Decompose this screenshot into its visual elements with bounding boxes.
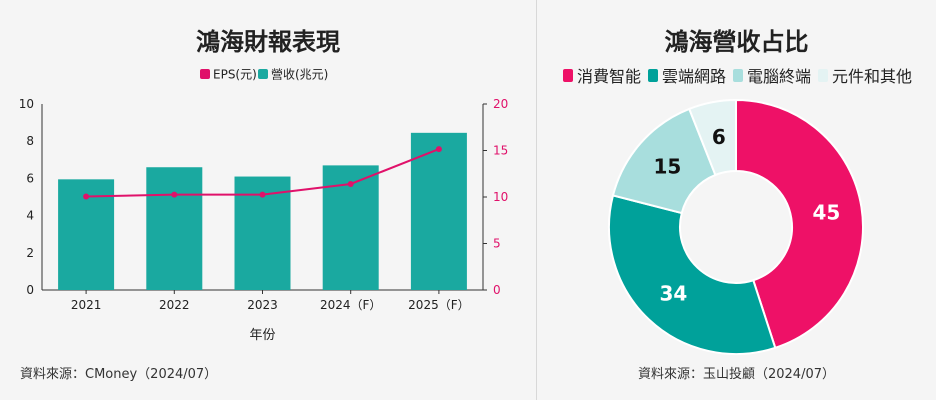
- legend-label-1: 營收(兆元): [271, 68, 328, 82]
- slice-雲端網路: [608, 194, 777, 355]
- combo-chart-title: 鴻海財報表現: [196, 28, 340, 56]
- legend-label-1: 雲端網路: [662, 67, 726, 86]
- slice-元件和其他: [687, 98, 737, 177]
- right-panel: 鴻海營收占比 消費智能 雲端網路 電腦終端 元件和其他 45 34 15 6 資料來源：玉山投…: [537, 0, 936, 400]
- legend-swatch-0: [200, 69, 210, 79]
- donut-chart: 消費智能 雲端網路 電腦終端 元件和其他 45 34 15 6: [563, 67, 912, 355]
- left-y-tick-label: 2: [26, 246, 34, 260]
- combo-chart-source: 資料來源：CMoney（2024/07）: [20, 367, 218, 382]
- x-tick-label: 2023: [247, 298, 278, 312]
- slice-消費智能: [735, 98, 864, 350]
- legend-swatch-3: [818, 69, 828, 82]
- slice-label-雲端網路: 34: [659, 282, 687, 306]
- right-y-tick-label: 5: [493, 237, 501, 251]
- legend-label-3: 元件和其他: [832, 67, 912, 86]
- right-y-tick-label: 20: [493, 97, 508, 111]
- x-axis-title: 年份: [249, 328, 275, 343]
- eps-point-2023: [259, 191, 266, 198]
- legend-label-2: 電腦終端: [747, 67, 811, 86]
- bar-2025（F）: [410, 132, 467, 290]
- x-tick-label: 2025（F）: [408, 298, 469, 312]
- panel-divider: [536, 0, 537, 400]
- slice-label-元件和其他: 6: [712, 125, 726, 149]
- x-tick-label: 2024（F）: [320, 298, 381, 312]
- legend-swatch-1: [648, 69, 658, 82]
- donut-chart-title: 鴻海營收占比: [664, 28, 809, 56]
- right-y-tick-label: 15: [493, 144, 508, 158]
- x-tick-label: 2022: [159, 298, 190, 312]
- donut-legend: 消費智能 雲端網路 電腦終端 元件和其他: [563, 67, 912, 86]
- left-y-tick-label: 4: [26, 209, 34, 223]
- eps-point-2022: [171, 191, 178, 198]
- left-y-tick-label: 6: [26, 171, 34, 185]
- combo-legend: EPS(元) 營收(兆元): [200, 68, 328, 82]
- left-y-tick-label: 10: [19, 97, 34, 111]
- legend-label-0: EPS(元): [213, 68, 257, 82]
- bar-2022: [146, 167, 203, 290]
- eps-point-2025（F）: [435, 146, 442, 153]
- right-y-tick-label: 10: [493, 190, 508, 204]
- eps-point-2024（F）: [347, 180, 354, 187]
- eps-point-2021: [83, 193, 90, 200]
- left-y-tick-label: 0: [26, 283, 34, 297]
- x-tick-label: 2021: [71, 298, 102, 312]
- legend-swatch-1: [258, 69, 268, 79]
- combo-chart: EPS(元) 營收(兆元) 0 2 4 6 8 10 0 5 10 15 20 2021 2022 2023 2…: [19, 68, 509, 344]
- left-panel: 鴻海財報表現 EPS(元) 營收(兆元) 0 2 4 6 8 10 0 5 10 15 20 2021 20…: [19, 28, 509, 382]
- donut-chart-source: 資料來源：玉山投顧（2024/07）: [637, 367, 835, 382]
- slice-label-消費智能: 45: [812, 201, 840, 225]
- legend-swatch-0: [563, 69, 573, 82]
- legend-label-0: 消費智能: [577, 67, 641, 86]
- right-y-tick-label: 0: [493, 283, 501, 297]
- left-y-tick-label: 8: [26, 134, 34, 148]
- slice-label-電腦終端: 15: [653, 154, 681, 178]
- legend-swatch-2: [733, 69, 743, 82]
